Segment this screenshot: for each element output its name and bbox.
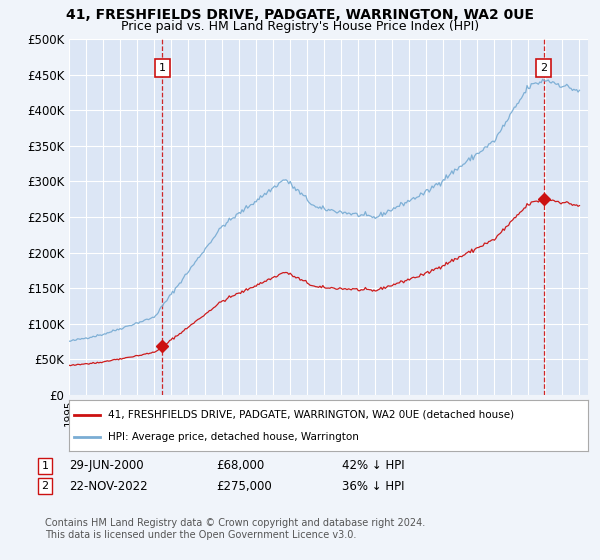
Text: 2: 2 (41, 481, 49, 491)
Text: 41, FRESHFIELDS DRIVE, PADGATE, WARRINGTON, WA2 0UE: 41, FRESHFIELDS DRIVE, PADGATE, WARRINGT… (66, 8, 534, 22)
Text: 29-JUN-2000: 29-JUN-2000 (69, 459, 143, 473)
Text: HPI: Average price, detached house, Warrington: HPI: Average price, detached house, Warr… (108, 432, 359, 442)
Text: £68,000: £68,000 (216, 459, 264, 473)
Text: £275,000: £275,000 (216, 479, 272, 493)
Text: 41, FRESHFIELDS DRIVE, PADGATE, WARRINGTON, WA2 0UE (detached house): 41, FRESHFIELDS DRIVE, PADGATE, WARRINGT… (108, 409, 514, 419)
Text: 1: 1 (159, 63, 166, 73)
Text: Price paid vs. HM Land Registry's House Price Index (HPI): Price paid vs. HM Land Registry's House … (121, 20, 479, 32)
Text: Contains HM Land Registry data © Crown copyright and database right 2024.
This d: Contains HM Land Registry data © Crown c… (45, 518, 425, 540)
Text: 1: 1 (41, 461, 49, 471)
Text: 36% ↓ HPI: 36% ↓ HPI (342, 479, 404, 493)
Text: 2: 2 (540, 63, 547, 73)
Text: 22-NOV-2022: 22-NOV-2022 (69, 479, 148, 493)
Text: 42% ↓ HPI: 42% ↓ HPI (342, 459, 404, 473)
